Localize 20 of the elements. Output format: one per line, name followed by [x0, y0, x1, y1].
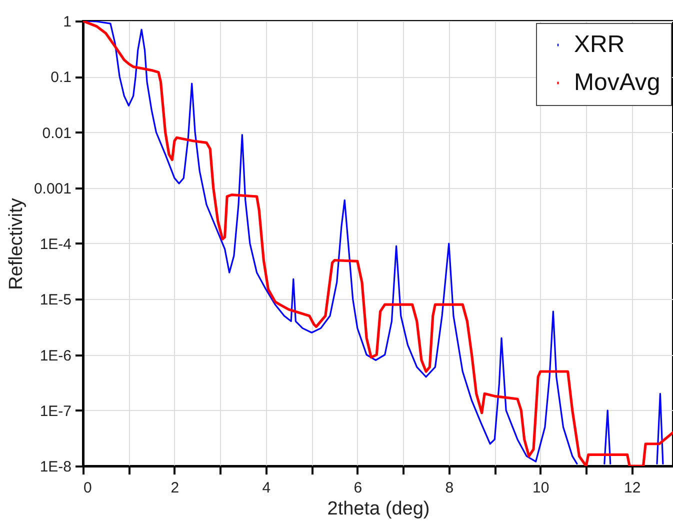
y-tick-label: 1E-8 [40, 458, 72, 476]
y-tick-label: 1E-6 [40, 347, 72, 364]
y-tick-label: 0.001 [34, 180, 72, 198]
y-tick-label: 0.1 [50, 69, 72, 86]
y-tick-label: 0.01 [42, 124, 72, 142]
y-tick-label: 1E-7 [40, 402, 72, 420]
x-tick-label: 2 [170, 480, 180, 496]
x-tick-label: 10 [532, 480, 550, 496]
y-tick-label: 1 [63, 14, 72, 30]
x-tick-label: 8 [445, 480, 454, 496]
x-tick-label: 0 [84, 480, 92, 496]
legend-label: MovAvg [574, 69, 660, 96]
x-tick-label: 4 [262, 480, 271, 496]
x-tick-label: 12 [624, 480, 641, 496]
y-tick-label: 1E-5 [40, 292, 72, 309]
x-axis-title: 2theta (deg) [327, 498, 430, 520]
y-tick-label: 1E-4 [40, 236, 72, 253]
x-tick-label: 6 [354, 480, 362, 496]
y-axis-title: Reflectivity [6, 198, 27, 290]
legend-label: XRR [574, 31, 625, 58]
